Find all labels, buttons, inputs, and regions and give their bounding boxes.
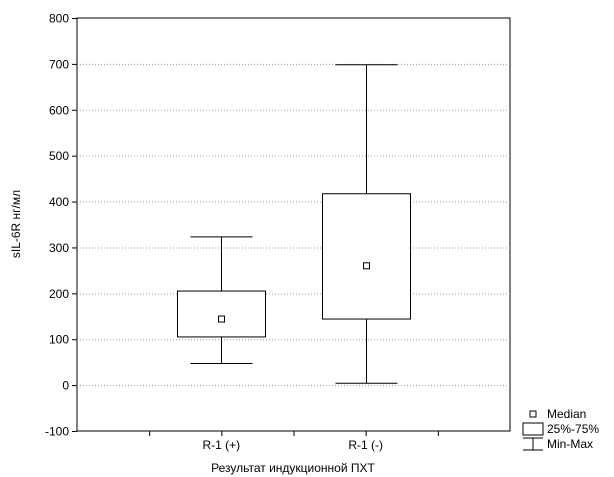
y-tick-label: 500 — [49, 149, 69, 163]
plot-frame — [76, 17, 511, 432]
y-axis-label: sIL-6R нг/мл — [9, 190, 23, 258]
legend-box-symbol — [522, 422, 544, 436]
box-1 — [177, 236, 266, 365]
y-tick-label: -100 — [45, 425, 69, 439]
legend-label: 25%-75% — [547, 422, 599, 436]
y-tick-label: 0 — [62, 379, 69, 393]
y-axis-ticks: -100 0 100 200 300 400 500 600 700 800 — [45, 12, 77, 439]
median-marker — [218, 315, 225, 323]
y-tick-label: 800 — [49, 12, 69, 26]
iqr-box — [322, 193, 411, 320]
y-tick-label: 400 — [49, 195, 69, 209]
median-marker — [363, 262, 370, 270]
legend-label: Min-Max — [547, 437, 593, 451]
x-axis-ticks: R-1 (+) R-1 (-) — [149, 431, 439, 452]
legend-label: Median — [547, 407, 586, 421]
legend-median-symbol — [529, 410, 537, 418]
gridlines — [77, 63, 510, 387]
x-tick-label: R-1 (+) — [202, 438, 240, 452]
x-axis-label: Результат индукционной ПХТ — [211, 461, 375, 475]
y-tick-label: 200 — [49, 287, 69, 301]
iqr-box — [177, 290, 266, 338]
boxes — [177, 64, 411, 384]
x-tick-label: R-1 (-) — [348, 438, 383, 452]
box-2 — [322, 64, 411, 384]
y-tick-label: 700 — [49, 57, 69, 71]
y-tick-label: 100 — [49, 333, 69, 347]
y-tick-label: 300 — [49, 241, 69, 255]
y-tick-label: 600 — [49, 103, 69, 117]
